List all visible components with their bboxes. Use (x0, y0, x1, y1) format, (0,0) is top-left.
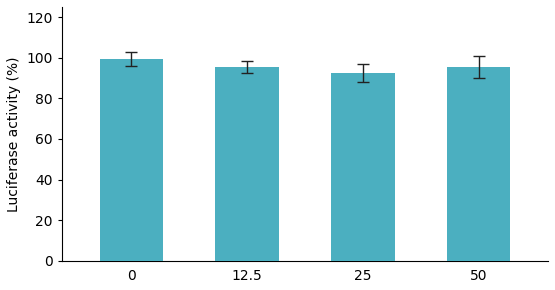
Bar (331, 73, 395, 261)
Bar (447, 67, 511, 261)
Bar (99, 59, 163, 261)
Y-axis label: Luciferase activity (%): Luciferase activity (%) (7, 56, 21, 212)
Bar (215, 67, 279, 261)
